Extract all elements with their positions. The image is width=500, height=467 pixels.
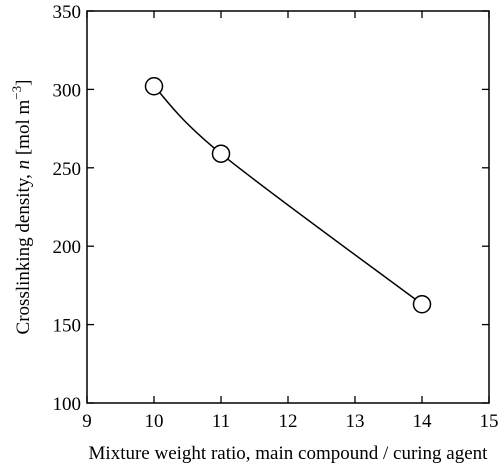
y-axis-label-symbol: n bbox=[13, 160, 34, 170]
series-line bbox=[153, 85, 423, 305]
y-tick-label-200: 200 bbox=[53, 237, 82, 258]
y-axis-label-text: Crosslinking density, bbox=[13, 169, 34, 334]
y-axis-label-unit: [mol m bbox=[13, 100, 34, 160]
data-point-11 bbox=[211, 144, 231, 163]
data-point-10 bbox=[144, 77, 164, 96]
y-axis-ticks: 100 150 200 250 300 350 bbox=[53, 2, 489, 415]
plot-frame bbox=[86, 10, 490, 404]
x-tick-label-11: 11 bbox=[212, 411, 230, 432]
data-point-14 bbox=[412, 294, 432, 314]
y-axis-label: Crosslinking density, n [mol m−3] bbox=[9, 80, 34, 335]
x-axis-ticks: 9 10 11 12 13 14 15 bbox=[82, 11, 499, 432]
y-tick-label-100: 100 bbox=[53, 394, 82, 415]
x-tick-label-14: 14 bbox=[413, 411, 433, 432]
y-axis-label-close: ] bbox=[13, 80, 34, 86]
y-tick-label-250: 250 bbox=[53, 159, 82, 180]
x-tick-label-15: 15 bbox=[480, 411, 499, 432]
y-tick-label-300: 300 bbox=[53, 80, 82, 101]
x-tick-label-10: 10 bbox=[145, 411, 164, 432]
x-tick-label-13: 13 bbox=[346, 411, 365, 432]
y-tick-label-350: 350 bbox=[53, 2, 82, 23]
data-points bbox=[144, 77, 432, 314]
y-axis-label-exponent: −3 bbox=[9, 86, 24, 100]
y-tick-label-150: 150 bbox=[53, 316, 82, 337]
x-tick-label-9: 9 bbox=[82, 411, 92, 432]
x-axis-label: Mixture weight ratio, main compound / cu… bbox=[89, 443, 489, 464]
x-tick-label-12: 12 bbox=[279, 411, 298, 432]
